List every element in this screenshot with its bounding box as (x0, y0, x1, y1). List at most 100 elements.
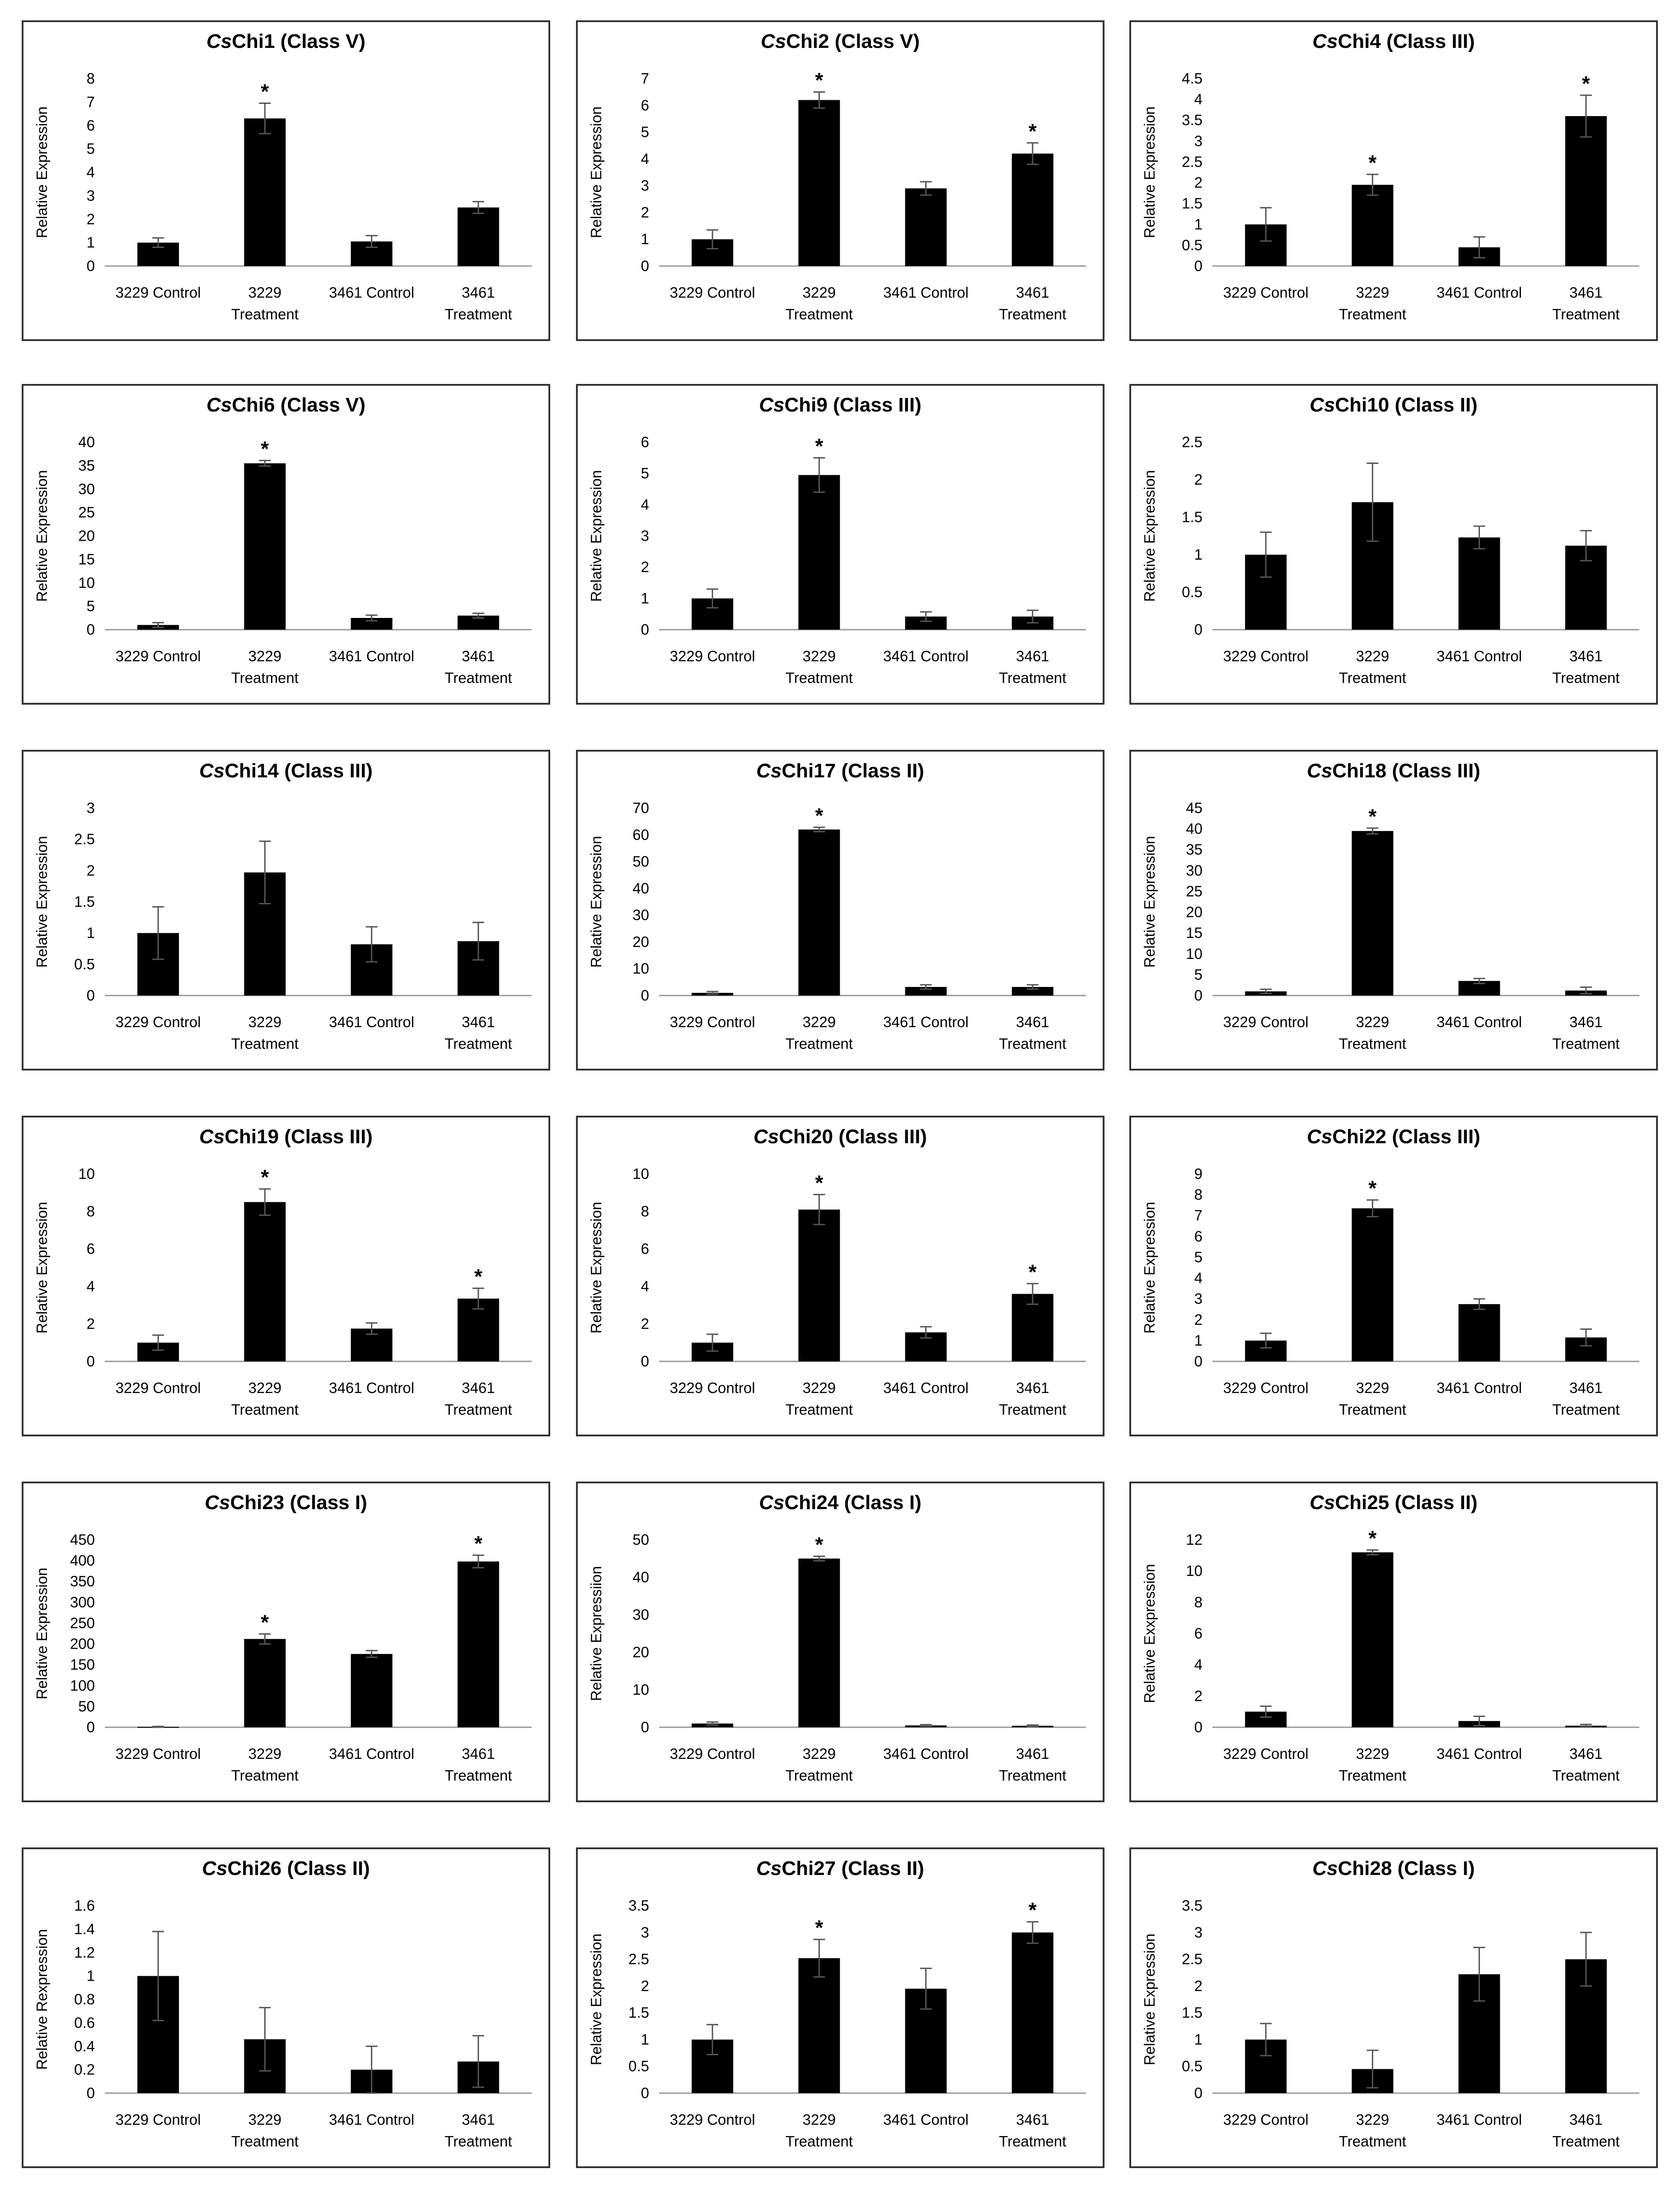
error-bar (1473, 977, 1485, 984)
y-tick-label: 30 (1186, 862, 1203, 879)
y-tick-label: 30 (632, 1606, 649, 1623)
y-tick-label: 3 (641, 1924, 649, 1940)
y-tick-label: 2.5 (628, 1951, 649, 1968)
y-tick-label: 6 (87, 117, 95, 134)
bar-chart-svg: Relative Expression 0 1 2 3 4 5 6 7 8 3229 Control… (33, 70, 532, 323)
y-tick-label: 6 (87, 1240, 95, 1257)
x-tick-label: Treatment (786, 2133, 853, 2150)
y-tick-label: 50 (632, 853, 649, 870)
y-tick-label: 1 (641, 2031, 649, 2048)
y-tick-label: 0.2 (74, 2061, 95, 2078)
y-axis-label: Relative Expression (588, 1202, 604, 1334)
chart-panel-cschi20: CsChi20 (Class III) Relative Expression 0 2… (576, 1116, 1104, 1436)
bar-2 (244, 463, 286, 630)
bar-chart-svg: Relative Expressiion 0 10 20 30 40 50 3229 Cont… (588, 1531, 1086, 1784)
x-tick-label: Treatment (445, 1767, 512, 1784)
x-tick-label: 3229 Control (670, 284, 755, 301)
error-bar (472, 921, 484, 961)
x-tick-label: 3229 Control (116, 648, 201, 664)
error-bar (1260, 207, 1272, 242)
y-tick-label: 1.5 (1182, 195, 1203, 212)
y-tick-label: 3 (641, 528, 649, 544)
x-tick-label: 3461 Control (329, 1014, 414, 1030)
significance-star: * (1029, 119, 1037, 143)
x-tick-label: 3229 (1356, 1014, 1389, 1030)
chart-panel-cschi25: CsChi25 (Class II) Relative Exxpression 0 2… (1129, 1482, 1658, 1802)
y-tick-label: 300 (70, 1594, 95, 1610)
chart-title-gene: Chi4 (1338, 30, 1381, 52)
x-tick-label: 3229 (1356, 284, 1389, 301)
x-tick-label: Treatment (1339, 306, 1406, 323)
y-tick-label: 2 (1194, 1688, 1203, 1704)
x-tick-label: Treatment (231, 1401, 299, 1418)
chart-title-genus: Cs (1310, 1491, 1335, 1514)
x-tick-label: 3461 (1016, 2111, 1049, 2128)
y-tick-label: 1.2 (74, 1944, 95, 1961)
significance-star: * (1368, 1526, 1376, 1550)
x-tick-label: 3461 (1016, 1379, 1049, 1396)
error-bar (1260, 2023, 1272, 2057)
significance-star: * (474, 1265, 482, 1288)
chart-title: CsChi2 (Class V) (578, 30, 1103, 53)
x-tick-label: Treatment (1552, 306, 1619, 323)
bar-chart-svg: Relative Expression 0 0.5 1 1.5 2 2.5 3229 Cont… (1141, 434, 1639, 686)
y-axis-label: Relative Expression (588, 107, 604, 238)
x-tick-label: 3229 (248, 1745, 281, 1762)
x-tick-label: 3229 (248, 2111, 281, 2128)
x-tick-label: Treatment (1339, 1767, 1406, 1784)
significance-star: * (474, 1532, 482, 1555)
y-tick-label: 0.8 (74, 1991, 95, 2008)
y-tick-label: 0 (641, 2085, 649, 2101)
chart-panel-cschi1: CsChi1 (Class V) Relative Expression 0 1 2 3 4… (22, 20, 550, 341)
error-bar (259, 459, 271, 467)
error-bar (1260, 531, 1272, 578)
y-tick-label: 2 (641, 1978, 649, 1994)
bar-chart-svg: Relative Exxpression 0 2 4 6 8 10 12 3229 Contro… (1141, 1526, 1639, 1784)
x-tick-label: Treatment (999, 669, 1066, 686)
x-tick-label: Treatment (999, 1401, 1066, 1418)
chart-title-genus: Cs (759, 394, 785, 416)
chart-title-class: (Class V) (275, 394, 366, 416)
y-tick-label: 35 (1186, 841, 1203, 858)
x-tick-label: 3461 Control (1437, 1014, 1522, 1030)
x-tick-label: 3229 Control (1223, 2111, 1309, 2128)
error-bar (813, 91, 825, 109)
significance-star: * (1368, 1177, 1376, 1200)
chart-title-genus: Cs (206, 30, 232, 52)
x-tick-label: 3461 (1569, 2111, 1602, 2128)
bar-2 (1352, 1208, 1394, 1361)
chart-title-class: (Class I) (284, 1491, 367, 1514)
y-tick-label: 50 (78, 1698, 95, 1715)
y-tick-label: 10 (632, 960, 649, 977)
y-tick-label: 2 (641, 1315, 649, 1332)
y-tick-label: 30 (78, 481, 95, 497)
x-tick-label: 3229 (1356, 1379, 1389, 1396)
error-bar (152, 1334, 164, 1351)
error-bar (707, 2024, 719, 2056)
y-tick-label: 40 (78, 434, 95, 450)
y-axis-label: Relative Expression (1141, 107, 1158, 238)
error-bar (1473, 1716, 1485, 1727)
error-bar (259, 2007, 271, 2072)
y-tick-label: 1 (87, 1968, 95, 1984)
x-tick-label: 3229 (248, 1379, 281, 1396)
chart-panel-cschi26: CsChi26 (Class II) Relative Rexpression 0 0… (22, 1847, 550, 2168)
bar-chart-svg: Relative Expression 0 1 2 3 4 5 6 7 8 9 3229 Contro… (1141, 1165, 1639, 1418)
error-bar (1026, 1724, 1039, 1727)
y-tick-label: 6 (641, 1240, 649, 1257)
bar-4 (457, 207, 499, 266)
bar-chart-svg: Relative Expression 0 50 100 150 200 250 300 350… (33, 1531, 532, 1784)
x-tick-label: 3461 Control (329, 1745, 414, 1762)
chart-title-class: (Class III) (833, 1126, 927, 1148)
x-tick-label: Treatment (445, 306, 512, 323)
bar-2 (244, 1202, 286, 1361)
y-axis-label: Relative Expression (33, 1568, 50, 1700)
y-tick-label: 8 (1194, 1594, 1203, 1610)
y-tick-label: 2 (87, 1315, 95, 1332)
y-tick-label: 5 (87, 598, 95, 614)
error-bar (1026, 1921, 1039, 1944)
y-tick-label: 0 (641, 987, 649, 1004)
chart-title-gene: Chi20 (779, 1126, 833, 1148)
chart-title-class: (Class III) (1386, 760, 1480, 782)
y-tick-label: 5 (1194, 966, 1203, 983)
